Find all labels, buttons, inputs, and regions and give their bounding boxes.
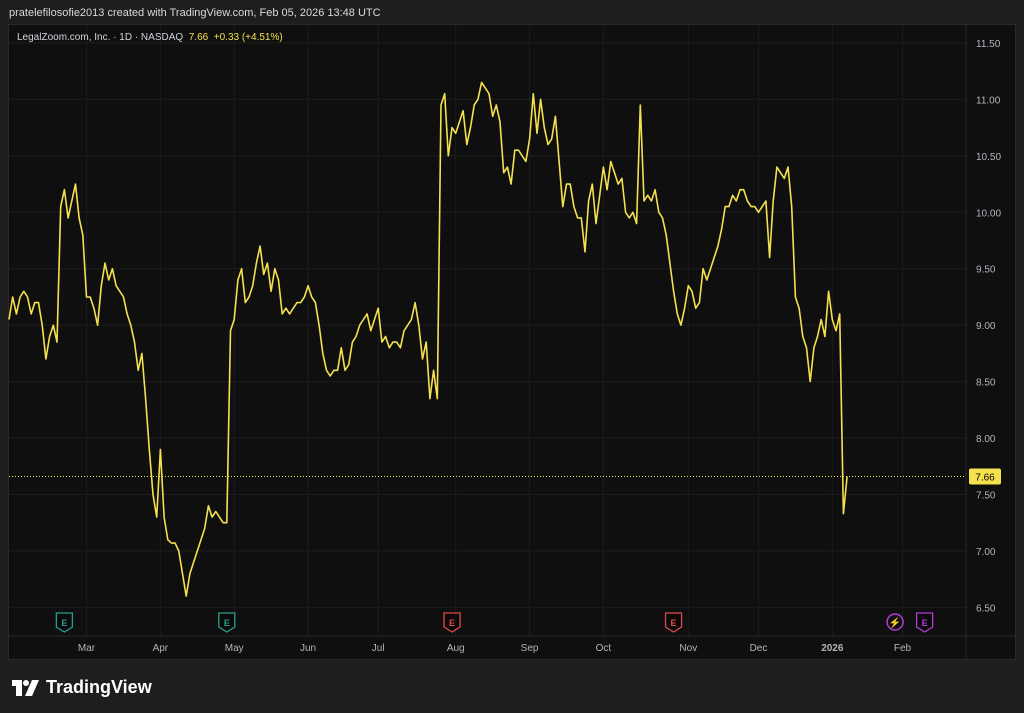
price-change-value: +0.33 (+4.51%): [213, 32, 283, 43]
y-tick-label: 9.50: [976, 265, 996, 276]
event-marker-label: E: [922, 618, 928, 628]
y-tick-label: 11.50: [976, 39, 1001, 50]
y-tick-label: 10.50: [976, 152, 1001, 163]
earnings-marker-icon: [55, 612, 74, 633]
y-tick-label: 7.00: [976, 547, 996, 558]
earnings-marker-icon: [443, 612, 461, 633]
x-tick-label: Mar: [78, 643, 96, 654]
y-tick-label: 6.50: [976, 603, 996, 614]
last-price-label: 7.66: [975, 472, 995, 483]
x-tick-label: Oct: [596, 643, 612, 654]
x-tick-label: Dec: [750, 643, 768, 654]
x-tick-label: Feb: [894, 643, 912, 654]
symbol-legend[interactable]: LegalZoom.com, Inc. · 1D · NASDAQ 7.66 +…: [17, 32, 283, 43]
price-series-line: [8, 81, 848, 597]
earnings-marker-icon: [664, 612, 683, 633]
y-tick-label: 8.00: [976, 434, 996, 445]
event-marker-label: E: [61, 618, 67, 628]
event-marker-label: ⚡: [889, 616, 901, 629]
chart-caption: pratelefilosofie2013 created with Tradin…: [9, 7, 381, 19]
event-marker-label: E: [224, 618, 230, 628]
chart-frame[interactable]: [8, 24, 1016, 660]
event-marker-icon: [886, 613, 904, 631]
x-tick-label: Apr: [153, 643, 169, 654]
x-tick-label: Sep: [521, 643, 539, 654]
tradingview-logo[interactable]: TradingView: [12, 677, 152, 698]
y-tick-label: 10.00: [976, 208, 1001, 219]
x-tick-label: May: [225, 643, 244, 654]
y-tick-label: 8.50: [976, 378, 996, 389]
y-tick-label: 7.50: [976, 491, 996, 502]
earnings-marker-icon: [915, 612, 934, 633]
last-price-label-box: [969, 468, 1001, 485]
y-tick-label: 11.00: [976, 95, 1001, 106]
tradingview-logo-icon: [12, 679, 39, 696]
x-tick-label: Jul: [372, 643, 385, 654]
event-marker-label: E: [671, 618, 677, 628]
earnings-marker-icon: [218, 612, 236, 633]
x-tick-label: 2026: [821, 643, 844, 654]
event-marker-label: E: [449, 618, 455, 628]
x-tick-label: Jun: [300, 643, 316, 654]
y-tick-label: 9.00: [976, 321, 996, 332]
x-tick-label: Nov: [679, 643, 697, 654]
symbol-title: LegalZoom.com, Inc. · 1D · NASDAQ: [17, 32, 184, 43]
x-tick-label: Aug: [447, 643, 465, 654]
last-price-value: 7.66: [188, 32, 209, 43]
brand-name: TradingView: [46, 677, 152, 697]
